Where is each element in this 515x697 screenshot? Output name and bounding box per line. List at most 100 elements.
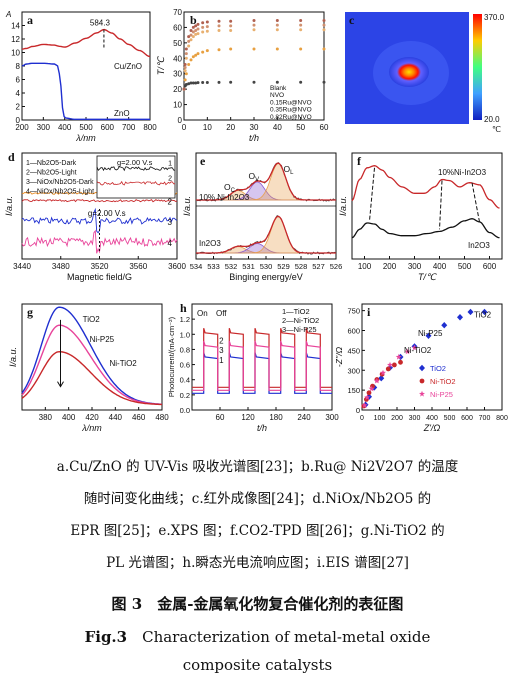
y-tick-label: 600 [347, 327, 360, 336]
panel-i: 0 100 200 300 400 500 600 700 800 0 150 300 450 600 75… [334, 303, 508, 433]
series-label: 2 [168, 198, 173, 207]
plot-frame [351, 152, 503, 260]
panel-b: 0 10 20 30 40 50 60 0 10 20 30 40 50 60 70 BlankNVO0.15… [156, 8, 329, 143]
hotspot [389, 57, 429, 87]
data-point [189, 33, 193, 37]
series-label-tio2: TiO2 [83, 315, 101, 324]
inset-g-value: g=2.00 V.s [117, 158, 153, 167]
x-tick-label: 240 [297, 413, 311, 422]
colorbar-min-label: 20.0 [484, 115, 500, 124]
ol-label: OL [284, 164, 295, 176]
x-tick-label: 400 [433, 262, 447, 271]
figure-title-zh: 图 3 金属-金属氧化物复合催化剂的表征图 [111, 595, 404, 613]
x-tick-label: 100 [358, 262, 372, 271]
sample-label-ni-in2o3: 10% Ni-In2O3 [199, 193, 250, 202]
data-point [457, 314, 463, 321]
inset-series-line [96, 166, 176, 172]
x-axis-label: Binging energy/eV [229, 272, 303, 282]
x-tick-label: 300 [325, 413, 339, 422]
series-line-4 [21, 229, 178, 254]
data-point [275, 23, 279, 27]
data-point [184, 83, 188, 87]
panel-letter: d [8, 150, 15, 164]
x-tick-label: 480 [155, 413, 169, 422]
data-point [217, 48, 221, 52]
data-point [252, 23, 256, 27]
data-point [373, 377, 380, 384]
data-point [205, 49, 209, 53]
legend-entry: 1—Nb2O5-Dark [26, 160, 77, 167]
y-tick-label: 40 [173, 54, 182, 63]
x-tick-label: 30 [250, 123, 259, 132]
data-point [184, 47, 188, 51]
x-tick-label: 400 [62, 413, 76, 422]
data-point [201, 81, 205, 85]
data-point [183, 78, 187, 82]
y-tick-label: 0 [356, 406, 360, 415]
x-tick-label: 500 [79, 123, 93, 132]
trend-arrow-head [57, 381, 64, 388]
x-axis-label: t/h [257, 423, 267, 433]
data-point [252, 80, 256, 84]
ov-label: OV [249, 171, 260, 183]
series-line [351, 218, 500, 239]
data-point [182, 87, 186, 91]
x-tick-label: 10 [203, 123, 212, 132]
legend-entry: TiO2 [430, 364, 446, 373]
x-tick-label: 526 [330, 262, 343, 271]
data-point [395, 353, 402, 360]
ol-label-subscript: L [290, 170, 294, 176]
data-point [189, 81, 193, 85]
x-tick-label: 300 [37, 123, 51, 132]
panel-letter: c [349, 13, 355, 27]
panel-c: c 370.0 20.0℃ [345, 12, 505, 134]
panel-letter: f [357, 154, 362, 168]
data-point [189, 29, 193, 33]
x-tick-label: 800 [143, 123, 157, 132]
panel-f: 100 200 300 400 500 600 10%Ni-In2O3 In2O3 f I/a.u… [338, 152, 503, 282]
data-point [419, 390, 425, 397]
x-tick-label: 528 [295, 262, 308, 271]
data-point [299, 80, 303, 84]
g-value-label: g=2.00 V.s [88, 209, 126, 218]
legend-entry: Ni-P25 [430, 390, 453, 399]
legend-entry: Blank [270, 85, 287, 92]
x-tick-label: 400 [426, 415, 438, 422]
data-point [196, 81, 200, 85]
curve-label-tio2: TiO2 [474, 310, 492, 319]
data-point [398, 359, 403, 365]
data-point [229, 24, 233, 28]
data-point [387, 361, 393, 368]
y-tick-label: 0.2 [180, 391, 190, 400]
x-tick-label: 120 [241, 413, 255, 422]
y-tick-label: 10 [173, 101, 182, 110]
curve-label-1: 1 [219, 356, 224, 365]
series-line [21, 324, 162, 405]
x-tick-label: 534 [190, 262, 203, 271]
legend-entry: Ni-TiO2 [430, 377, 456, 386]
y-tick-label: 0 [16, 116, 21, 125]
panel-d: 34403480352035603600123412g=2.00 V.sg=2.… [4, 150, 186, 282]
series-line-3 [192, 340, 332, 391]
panel-a: 200 300 400 500 600 700 800 0 2 4 6 8 10 12 14 584.3 Cu/… [5, 10, 157, 143]
figure-title-en-line1: Fig.3 Characterization of metal-metal ox… [0, 628, 515, 646]
oc-label: OC [224, 182, 236, 194]
colorbar-unit: ℃ [492, 125, 501, 134]
x-tick-label: 200 [391, 415, 403, 422]
data-point [275, 18, 279, 22]
fitted-envelope [196, 162, 336, 201]
x-tick-label: 500 [458, 262, 472, 271]
caption-line-1: a.Cu/ZnO 的 UV-Vis 吸收光谱图[23]；b.Ru@ Ni2V2O… [56, 459, 459, 475]
data-point [361, 402, 368, 408]
data-point [184, 52, 188, 56]
legend-entry: 0.15Ru@NVO [270, 99, 312, 106]
legend-entry: 3—Ni-P25 [282, 325, 317, 334]
curve-label-3: 3 [219, 346, 224, 355]
x-tick-label: 3600 [168, 262, 186, 271]
y-tick-label: 0.0 [180, 406, 190, 415]
data-point [275, 80, 279, 84]
y-tick-label: 20 [173, 85, 182, 94]
data-point [191, 25, 195, 29]
caption-line-3: EPR 图[25]；e.XPS 图；f.CO2-TPD 图[26]；g.Ni-T… [70, 523, 445, 539]
